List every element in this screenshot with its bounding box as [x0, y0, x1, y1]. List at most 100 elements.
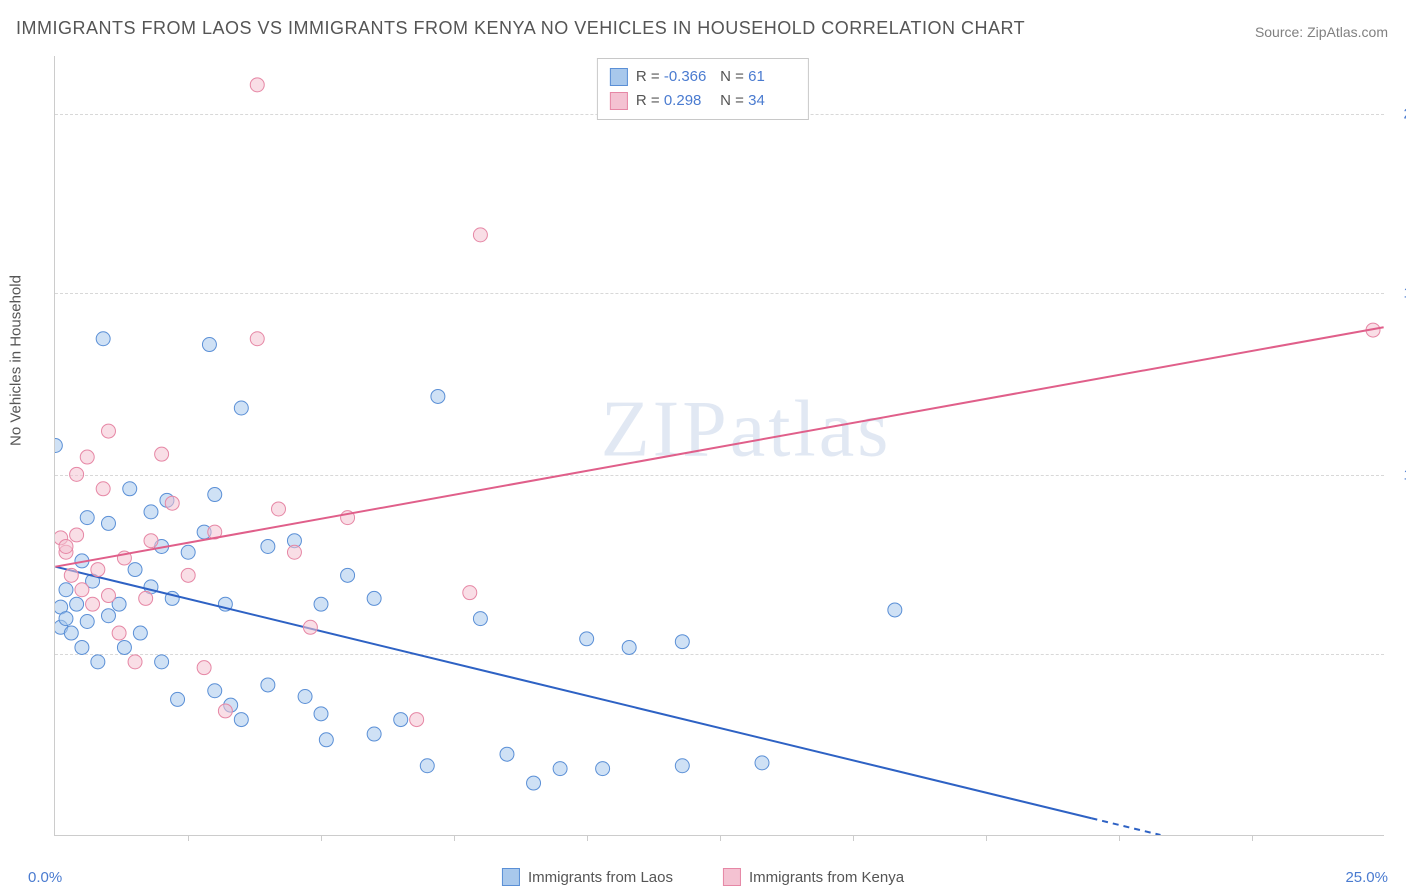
x-axis-min-label: 0.0% — [28, 869, 62, 886]
data-point — [155, 447, 169, 461]
data-point — [117, 640, 131, 654]
data-point — [234, 401, 248, 415]
x-tick — [853, 835, 854, 841]
legend-row: R = 0.298 N = 34 — [610, 89, 796, 113]
data-point — [91, 655, 105, 669]
legend-stat: R = -0.366 N = 61 — [636, 65, 796, 89]
data-point — [128, 563, 142, 577]
data-point — [101, 589, 115, 603]
series-legend-item: Immigrants from Laos — [502, 868, 673, 886]
x-tick — [1119, 835, 1120, 841]
data-point — [55, 439, 62, 453]
scatter-svg — [55, 56, 1384, 835]
data-point — [272, 502, 286, 516]
data-point — [144, 534, 158, 548]
data-point — [287, 545, 301, 559]
data-point — [527, 776, 541, 790]
data-point — [580, 632, 594, 646]
series-legend-label: Immigrants from Kenya — [749, 869, 904, 886]
trend-line-dashed — [1091, 818, 1160, 835]
data-point — [112, 626, 126, 640]
data-point — [202, 338, 216, 352]
x-tick — [587, 835, 588, 841]
data-point — [144, 505, 158, 519]
data-point — [473, 612, 487, 626]
data-point — [133, 626, 147, 640]
data-point — [171, 692, 185, 706]
data-point — [70, 528, 84, 542]
data-point — [181, 545, 195, 559]
data-point — [86, 597, 100, 611]
trend-line — [55, 327, 1383, 566]
data-point — [96, 332, 110, 346]
data-point — [431, 389, 445, 403]
data-point — [341, 568, 355, 582]
data-point — [80, 511, 94, 525]
data-point — [888, 603, 902, 617]
data-point — [128, 655, 142, 669]
legend-swatch — [723, 868, 741, 886]
data-point — [80, 450, 94, 464]
data-point — [596, 762, 610, 776]
data-point — [367, 727, 381, 741]
data-point — [463, 586, 477, 600]
y-axis-title: No Vehicles in Household — [8, 275, 25, 446]
series-legend-item: Immigrants from Kenya — [723, 868, 904, 886]
data-point — [218, 704, 232, 718]
data-point — [101, 516, 115, 530]
x-tick — [1252, 835, 1253, 841]
x-tick — [986, 835, 987, 841]
data-point — [367, 591, 381, 605]
chart-title: IMMIGRANTS FROM LAOS VS IMMIGRANTS FROM … — [16, 18, 1025, 39]
legend-row: R = -0.366 N = 61 — [610, 65, 796, 89]
data-point — [755, 756, 769, 770]
data-point — [181, 568, 195, 582]
data-point — [473, 228, 487, 242]
data-point — [208, 684, 222, 698]
data-point — [298, 690, 312, 704]
plot-area: ZIPatlas 6.3%12.5%18.8%25.0% — [54, 56, 1384, 836]
data-point — [394, 713, 408, 727]
data-point — [59, 612, 73, 626]
data-point — [500, 747, 514, 761]
series-legend-label: Immigrants from Laos — [528, 869, 673, 886]
stats-legend: R = -0.366 N = 61R = 0.298 N = 34 — [597, 58, 809, 120]
data-point — [59, 583, 73, 597]
x-tick — [454, 835, 455, 841]
data-point — [75, 640, 89, 654]
data-point — [261, 539, 275, 553]
data-point — [250, 332, 264, 346]
data-point — [64, 568, 78, 582]
data-point — [155, 655, 169, 669]
data-point — [96, 482, 110, 496]
data-point — [197, 661, 211, 675]
data-point — [303, 620, 317, 634]
data-point — [101, 609, 115, 623]
data-point — [420, 759, 434, 773]
data-point — [139, 591, 153, 605]
data-point — [319, 733, 333, 747]
data-point — [675, 635, 689, 649]
data-point — [234, 713, 248, 727]
data-point — [314, 597, 328, 611]
data-point — [165, 496, 179, 510]
chart-container: IMMIGRANTS FROM LAOS VS IMMIGRANTS FROM … — [0, 0, 1406, 892]
legend-swatch — [610, 92, 628, 110]
data-point — [80, 615, 94, 629]
legend-swatch — [610, 68, 628, 86]
data-point — [75, 583, 89, 597]
data-point — [64, 626, 78, 640]
data-point — [123, 482, 137, 496]
data-point — [622, 640, 636, 654]
x-axis-max-label: 25.0% — [1345, 869, 1388, 886]
data-point — [70, 467, 84, 481]
series-legend: Immigrants from Laos Immigrants from Keny… — [502, 868, 904, 886]
x-tick — [321, 835, 322, 841]
legend-stat: R = 0.298 N = 34 — [636, 89, 796, 113]
data-point — [261, 678, 275, 692]
source-attribution: Source: ZipAtlas.com — [1255, 24, 1388, 40]
data-point — [410, 713, 424, 727]
data-point — [59, 539, 73, 553]
x-tick — [188, 835, 189, 841]
x-tick — [720, 835, 721, 841]
